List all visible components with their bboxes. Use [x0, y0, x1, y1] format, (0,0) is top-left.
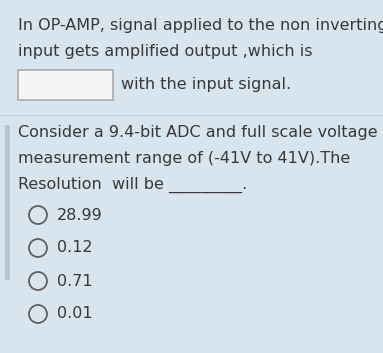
Text: 0.71: 0.71: [57, 274, 93, 288]
Text: Consider a 9.4-bit ADC and full scale voltage: Consider a 9.4-bit ADC and full scale vo…: [18, 125, 378, 140]
Text: input gets amplified output ,which is: input gets amplified output ,which is: [18, 44, 313, 59]
Text: Resolution  will be _________.: Resolution will be _________.: [18, 177, 247, 193]
FancyBboxPatch shape: [18, 70, 113, 100]
Text: In OP-AMP, signal applied to the non inverting: In OP-AMP, signal applied to the non inv…: [18, 18, 383, 33]
Text: 28.99: 28.99: [57, 208, 103, 222]
Text: 0.01: 0.01: [57, 306, 93, 322]
Text: with the input signal.: with the input signal.: [121, 78, 291, 92]
Text: 0.12: 0.12: [57, 240, 93, 256]
Text: measurement range of (-41V to 41V).The: measurement range of (-41V to 41V).The: [18, 151, 350, 166]
FancyBboxPatch shape: [5, 125, 10, 280]
